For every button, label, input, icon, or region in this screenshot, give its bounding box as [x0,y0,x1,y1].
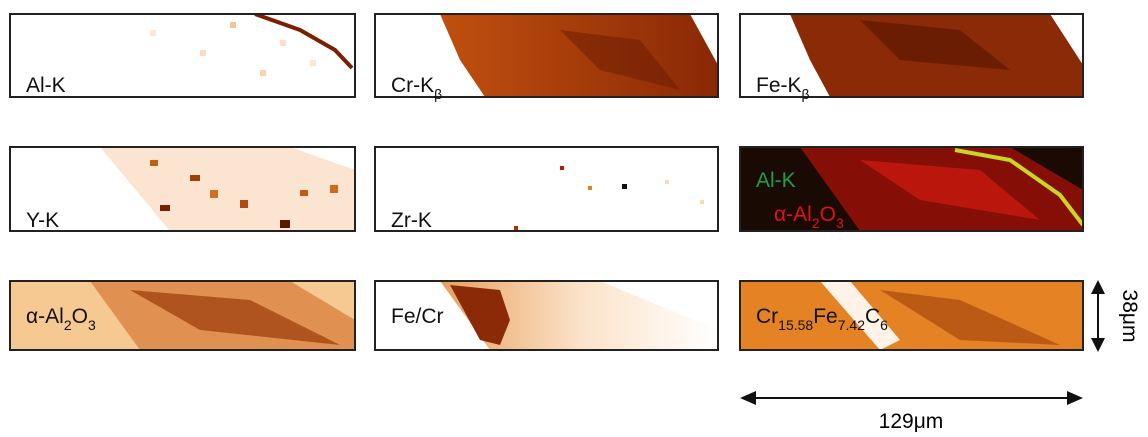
label-subscript: 15.58 [778,317,813,333]
label-text: Cr-K [391,74,434,97]
label-text: Cr [756,305,778,328]
label-subscript: 3 [836,215,844,231]
label-subscript: β [802,86,810,102]
panel-label: Al-K [756,169,796,192]
label-text: Al-K [756,169,796,192]
label-text: O [820,203,836,226]
label-text: C [865,305,880,328]
label-subscript: β [434,86,442,102]
label-subscript: 6 [880,317,888,333]
panel-label: Zr-K [391,209,432,232]
label-text: Al-K [26,74,66,97]
panel-label: Al-K [26,74,66,97]
label-text: Y-K [26,209,59,232]
label-subscript: 2 [812,215,820,231]
label-text: Fe/Cr [391,305,444,328]
label-text: α-Al [26,305,64,328]
map-carbide [740,281,1083,350]
label-text: Fe [813,305,838,328]
figure: 38μm 129μm Al-KCr-KβFe-KβY-KZr-KAl-Kα-Al… [0,0,1148,437]
label-text: Zr-K [391,209,432,232]
panel-label: Fe/Cr [391,305,444,328]
label-subscript: 7.42 [838,317,865,333]
label-text: Fe-K [756,74,802,97]
label-subscript: 2 [64,317,72,333]
label-text: O [72,305,88,328]
panel-images [10,14,1083,350]
horizontal-scale-label: 129μm [879,410,944,433]
label-text: α-Al [774,203,812,226]
label-subscript: 3 [88,317,96,333]
panel-label: Y-K [26,209,59,232]
map-y [10,147,355,231]
vertical-scale-label: 38μm [1118,290,1141,343]
